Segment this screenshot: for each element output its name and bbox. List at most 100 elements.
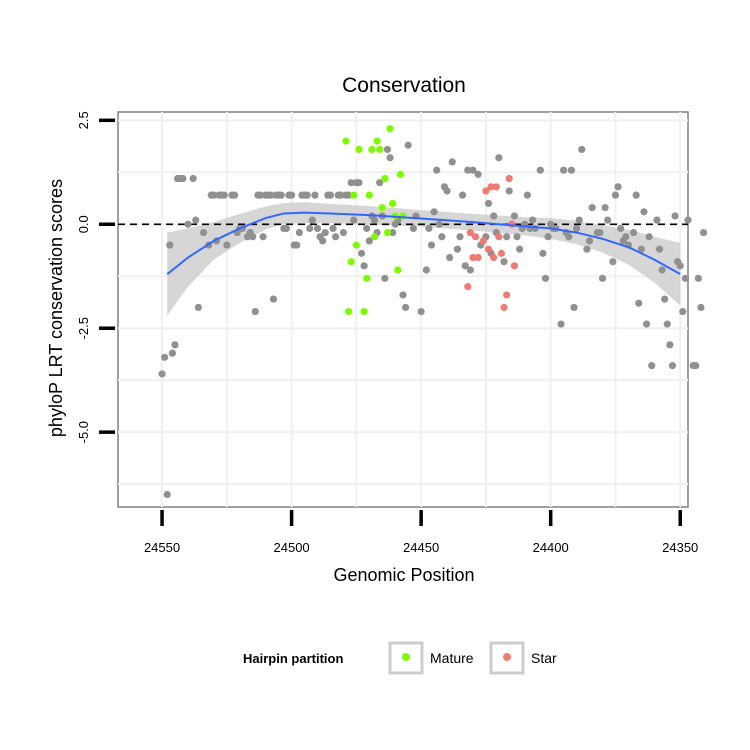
point-other: [347, 179, 355, 187]
point-other: [585, 237, 594, 245]
chart-title: Conservation: [342, 74, 466, 97]
point-other: [663, 320, 671, 328]
point-mature: [368, 145, 376, 154]
point-other: [223, 241, 231, 249]
point-other: [256, 191, 265, 199]
point-other: [453, 245, 462, 253]
point-other: [399, 291, 407, 299]
y-tick-label: -2.5: [76, 317, 91, 339]
point-other: [466, 266, 474, 274]
legend-label-mature: Mature: [430, 650, 474, 666]
point-other: [464, 166, 472, 174]
point-other: [676, 262, 684, 270]
y-tick-label: 2.5: [76, 111, 91, 129]
point-other: [161, 353, 169, 361]
point-star: [471, 233, 480, 241]
point-other: [645, 233, 653, 241]
x-tick-label: 24500: [274, 540, 310, 555]
y-tick-label: -5.0: [76, 421, 91, 443]
point-other: [570, 303, 578, 312]
point-star: [474, 253, 482, 262]
point-other: [381, 274, 389, 282]
point-other: [668, 362, 677, 370]
point-other: [220, 191, 228, 199]
point-other: [461, 262, 469, 270]
point-other: [629, 228, 638, 237]
point-other: [344, 191, 353, 199]
point-other: [648, 362, 656, 370]
point-star: [479, 237, 487, 245]
point-other: [578, 145, 586, 154]
point-other: [339, 228, 348, 237]
point-other: [632, 191, 640, 199]
point-other: [523, 191, 531, 199]
point-other: [583, 245, 591, 253]
point-other: [438, 233, 446, 241]
point-other: [329, 224, 337, 233]
point-other: [171, 341, 179, 349]
point-star: [487, 183, 495, 191]
y-axis-title: phyloP LRT conservation scores: [46, 179, 66, 437]
point-other: [596, 228, 604, 237]
point-other: [163, 490, 171, 499]
point-mature: [347, 258, 355, 266]
legend-dot-mature: [402, 653, 410, 661]
point-other: [332, 233, 340, 241]
point-star: [495, 233, 503, 241]
point-star: [505, 174, 513, 183]
point-other: [311, 191, 319, 199]
point-other: [456, 233, 464, 241]
point-other: [401, 303, 410, 312]
point-other: [321, 228, 329, 237]
point-mature: [378, 204, 386, 212]
point-mature: [355, 145, 363, 154]
point-other: [469, 166, 477, 174]
point-other: [365, 237, 373, 245]
point-other: [458, 191, 467, 199]
point-mature: [344, 307, 353, 316]
point-mature: [383, 228, 392, 237]
point-other: [269, 295, 278, 303]
point-other: [386, 154, 394, 162]
point-other: [692, 362, 700, 370]
point-other: [435, 220, 443, 228]
point-other: [490, 212, 498, 220]
point-star: [497, 249, 506, 257]
point-other: [192, 216, 200, 224]
x-axis-title: Genomic Position: [333, 565, 474, 585]
point-other: [443, 187, 451, 195]
point-other: [474, 170, 482, 178]
point-other: [313, 224, 322, 233]
point-other: [655, 245, 664, 253]
point-other: [230, 191, 239, 199]
point-other: [295, 228, 303, 237]
point-star: [500, 303, 508, 312]
point-other: [567, 166, 576, 174]
point-other: [635, 299, 643, 307]
point-other: [249, 233, 257, 241]
point-other: [500, 258, 508, 266]
point-other: [306, 224, 314, 233]
legend-title: Hairpin partition: [243, 651, 343, 666]
point-other: [572, 224, 581, 233]
point-other: [417, 307, 425, 316]
legend: Hairpin partition Mature Star: [243, 641, 557, 675]
point-other: [363, 224, 371, 233]
point-other: [617, 224, 625, 233]
point-other: [446, 253, 454, 262]
y-axis: 2.5 0.0 -2.5 -5.0: [76, 111, 115, 443]
point-other: [282, 224, 291, 233]
point-other: [541, 274, 550, 282]
point-other: [699, 228, 708, 237]
legend-dot-star: [503, 653, 511, 661]
point-other: [179, 174, 187, 183]
point-other: [609, 258, 617, 266]
point-other: [505, 187, 513, 195]
point-other: [539, 249, 547, 257]
x-tick-label: 24450: [403, 540, 439, 555]
point-star: [464, 283, 472, 291]
point-mature: [399, 212, 407, 220]
point-other: [684, 216, 692, 224]
point-other: [495, 154, 503, 162]
